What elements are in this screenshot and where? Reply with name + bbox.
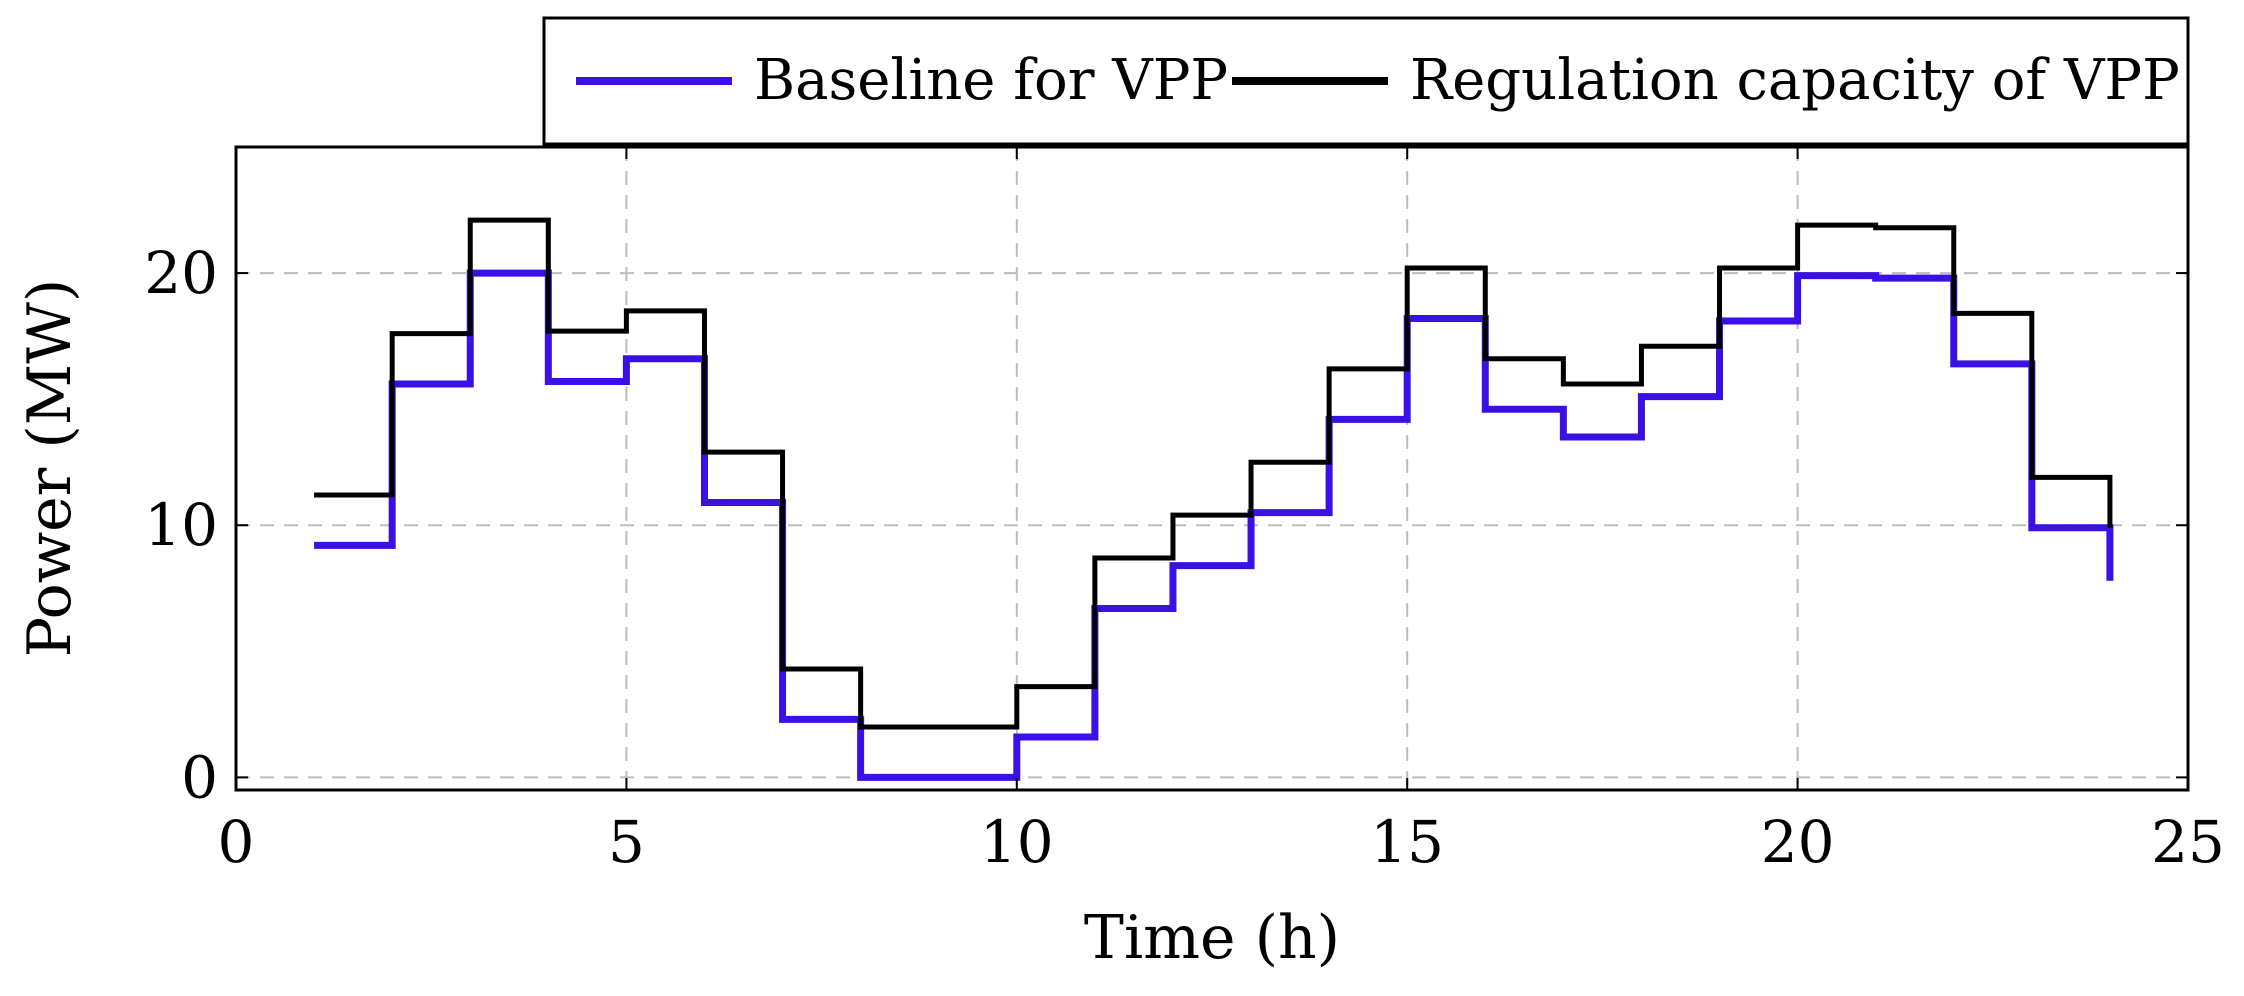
y-tick-label: 10 [144,491,218,559]
plot-frame [234,145,2190,792]
x-tick-label: 10 [980,808,1054,876]
grid [236,147,2188,790]
legend: Baseline for VPP Regulation capacity of … [542,16,2190,146]
x-tick-label: 20 [1761,808,1835,876]
x-tick-label: 25 [2151,808,2225,876]
x-tick-label: 15 [1370,808,1444,876]
y-tick-label: 0 [181,743,218,811]
legend-label-regulation: Regulation capacity of VPP [1410,48,2180,113]
x-axis-label: Time (h) [1084,903,1340,973]
y-tick-label: 20 [144,239,218,307]
legend-label-baseline: Baseline for VPP [754,48,1228,113]
ticks: 0 5 10 15 20 25 0 10 20 [144,147,2225,876]
series-line-regulation [314,217,2113,730]
series-layer [314,217,2114,781]
y-axis-label: Power (MW) [15,279,85,658]
x-tick-label: 0 [218,808,255,876]
series-line-baseline [314,269,2114,781]
x-tick-label: 5 [608,808,645,876]
